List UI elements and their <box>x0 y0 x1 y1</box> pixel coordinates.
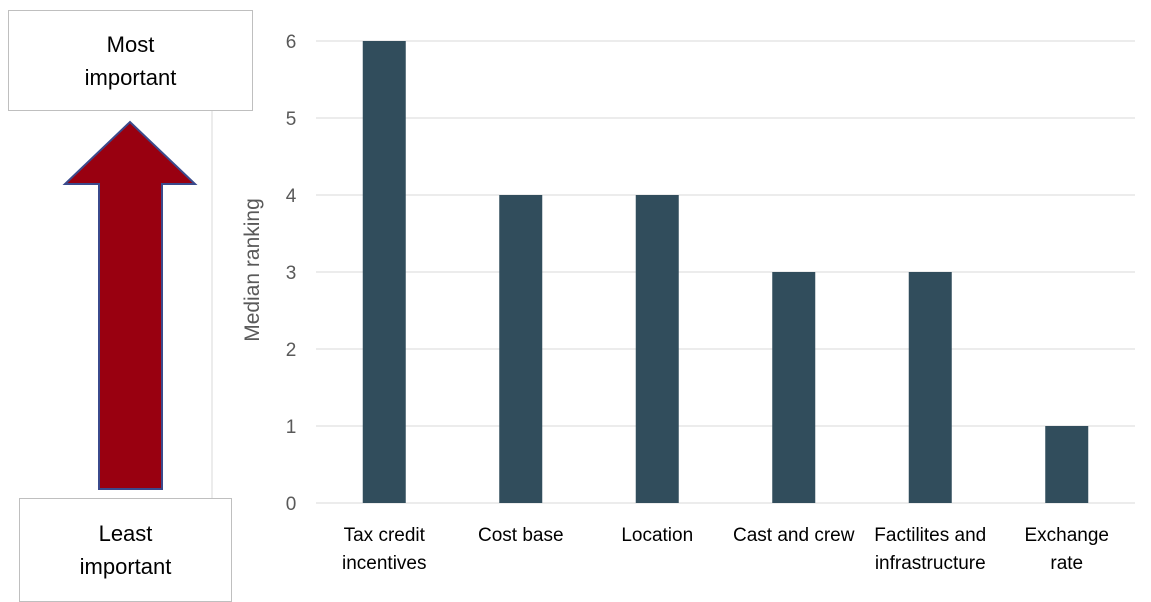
x-tick-label: Cost base <box>478 525 564 546</box>
bar <box>772 272 816 503</box>
least-important-label: Least important <box>79 521 172 579</box>
x-tick-label: Exchange rate <box>1024 525 1109 574</box>
bar <box>908 272 952 503</box>
x-axis-tick-labels: Tax credit incentives Cost base Location Cas… <box>342 525 1109 574</box>
x-tick-label: Factilites and infrastructure <box>874 525 986 574</box>
bar <box>499 195 543 503</box>
bars <box>362 41 1089 503</box>
most-important-label-box: Most important <box>8 10 253 111</box>
y-tick-label: 1 <box>286 417 297 438</box>
least-important-label-box: Least important <box>19 498 232 602</box>
bar <box>362 41 406 503</box>
bar <box>1045 426 1089 503</box>
y-tick-label: 3 <box>286 263 297 284</box>
y-tick-label: 4 <box>286 186 297 207</box>
x-tick-label: Location <box>621 525 693 546</box>
y-tick-label: 5 <box>286 109 297 130</box>
x-tick-label: Tax credit incentives <box>342 525 427 574</box>
y-tick-label: 6 <box>286 32 297 53</box>
y-axis-gridlines <box>316 40 1135 504</box>
x-tick-label: Cast and crew <box>733 525 855 546</box>
bar <box>635 195 679 503</box>
importance-arrow-icon <box>62 120 198 490</box>
y-tick-label: 0 <box>286 494 297 515</box>
most-important-label: Most important <box>84 31 177 90</box>
y-axis-tick-labels: 0 1 2 3 4 5 6 <box>286 32 297 515</box>
y-tick-label: 2 <box>286 340 297 361</box>
y-axis-title: Median ranking <box>241 198 264 342</box>
